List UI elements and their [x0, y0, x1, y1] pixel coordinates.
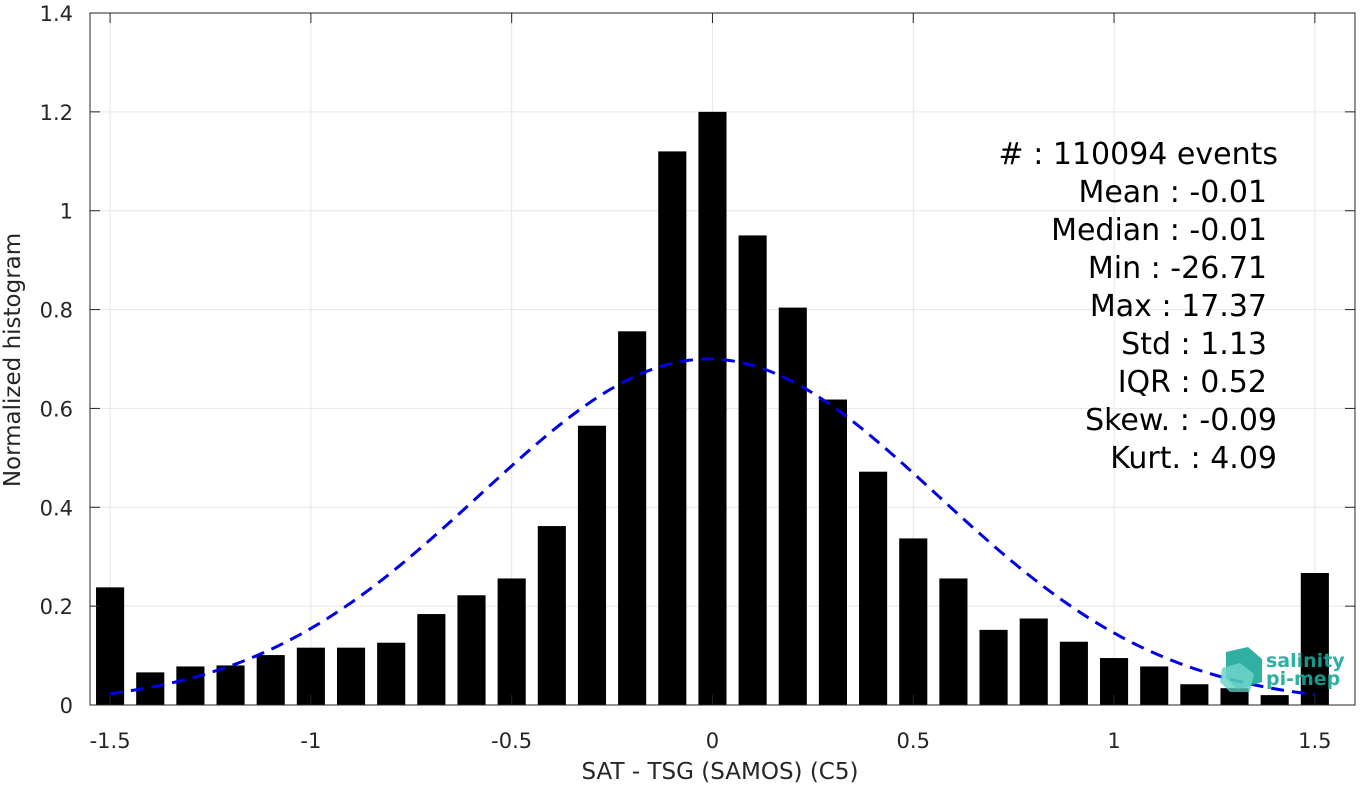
histogram-bar-22 — [979, 629, 1008, 705]
stats-line-8: Kurt. : 4.09 — [1110, 441, 1277, 476]
logo-icon — [1220, 647, 1262, 692]
histogram-bar-14 — [658, 151, 687, 705]
histogram-bar-28 — [1220, 688, 1249, 705]
histogram-bar-18 — [818, 399, 847, 705]
x-tick-label-1: -1 — [300, 729, 321, 753]
x-tick-label-4: 0.5 — [897, 729, 930, 753]
stats-line-1: Mean : -0.01 — [1078, 175, 1267, 210]
salinity-pi-mep-logo: salinity pi-mep — [1220, 647, 1345, 692]
histogram-bar-30 — [1300, 573, 1329, 705]
histogram-bar-20 — [899, 538, 928, 705]
histogram-bar-7 — [377, 642, 406, 705]
logo-text-line1: salinity — [1266, 650, 1345, 672]
histogram-bar-0 — [96, 587, 125, 705]
y-tick-label-2: 0.4 — [40, 496, 73, 520]
histogram-bar-24 — [1059, 641, 1088, 705]
histogram-bar-11 — [537, 526, 566, 705]
stats-line-4: Max : 17.37 — [1090, 289, 1267, 324]
stats-line-3: Min : -26.71 — [1088, 251, 1267, 286]
stats-line-7: Skew. : -0.09 — [1085, 403, 1277, 438]
x-tick-label-5: 1 — [1107, 729, 1120, 753]
histogram-bar-29 — [1260, 695, 1289, 705]
histogram-bar-4 — [256, 655, 285, 705]
y-tick-label-1: 0.2 — [40, 595, 73, 619]
histogram-bar-10 — [497, 578, 526, 705]
y-tick-label-7: 1.4 — [40, 2, 73, 26]
x-tick-label-3: 0 — [706, 729, 719, 753]
y-tick-label-6: 1.2 — [40, 101, 73, 125]
y-tick-label-3: 0.6 — [40, 397, 73, 421]
histogram-bar-21 — [939, 578, 968, 705]
plot-frame — [89, 12, 1356, 706]
histogram-bar-8 — [417, 614, 446, 705]
histogram-bar-27 — [1180, 684, 1209, 705]
stats-line-5: Std : 1.13 — [1121, 327, 1267, 362]
axis-ticks — [90, 12, 1355, 706]
histogram-bars — [96, 111, 1329, 706]
y-tick-label-4: 0.8 — [40, 299, 73, 323]
histogram-bar-12 — [577, 425, 607, 705]
histogram-bar-26 — [1140, 666, 1169, 705]
histogram-bar-23 — [1019, 618, 1048, 705]
stats-line-2: Median : -0.01 — [1051, 213, 1267, 248]
histogram-bar-6 — [336, 647, 366, 705]
x-tick-label-2: -0.5 — [491, 729, 532, 753]
histogram-bar-9 — [457, 595, 486, 705]
histogram-bar-17 — [778, 307, 807, 705]
y-tick-labels: 0 0.2 0.4 0.6 0.8 1 1.2 1.4 — [40, 2, 73, 718]
histogram-bar-19 — [859, 471, 888, 705]
y-axis-label: Normalized histogram — [0, 233, 26, 487]
x-tick-label-0: -1.5 — [90, 729, 131, 753]
histogram-bar-3 — [216, 665, 245, 705]
x-tick-label-6: 1.5 — [1298, 729, 1331, 753]
stats-line-6: IQR : 0.52 — [1118, 365, 1267, 400]
x-axis-label: SAT - TSG (SAMOS) (C5) — [582, 759, 859, 785]
histogram-bar-15 — [698, 111, 727, 706]
histogram-bar-16 — [738, 235, 767, 705]
stats-line-0: # : 110094 events — [999, 137, 1278, 172]
histogram-bar-13 — [618, 331, 647, 705]
histogram-bar-2 — [176, 666, 205, 705]
logo-text-line2: pi-mep — [1266, 668, 1340, 690]
y-tick-label-0: 0 — [60, 694, 73, 718]
y-tick-label-5: 1 — [60, 200, 73, 224]
x-tick-labels: -1.5 -1 -0.5 0 0.5 1 1.5 — [90, 729, 1332, 753]
gaussian-fit-curve — [109, 357, 1316, 697]
